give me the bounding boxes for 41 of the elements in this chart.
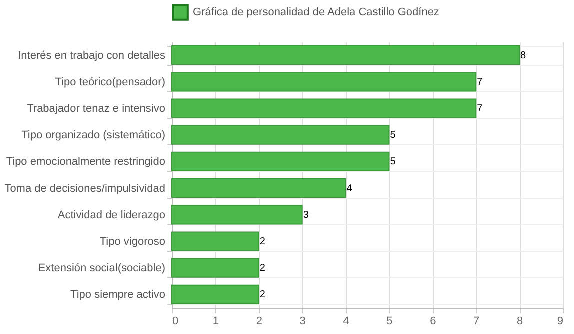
x-tick-label: 5: [386, 316, 393, 328]
bar: [172, 72, 477, 92]
data-label: 2: [260, 290, 266, 301]
x-tick-label: 4: [343, 316, 350, 328]
x-tick-label: 9: [557, 316, 564, 328]
y-tick-label: Tipo emocionalmente restringido: [6, 156, 166, 168]
data-label: 5: [390, 130, 396, 142]
bar: [172, 45, 520, 66]
y-tick-label: Trabajador tenaz e intensivo: [27, 103, 166, 115]
bar: [172, 232, 260, 252]
bar: [172, 284, 260, 305]
x-tick-label: 2: [256, 316, 262, 328]
data-label: 4: [346, 183, 353, 194]
data-label: 3: [303, 210, 310, 221]
y-tick-label: Tipo siempre activo: [70, 289, 166, 302]
y-tick-label: Extensión social(sociable): [38, 262, 166, 275]
y-tick-label: Interés en trabajo con detalles: [18, 50, 166, 62]
bar: [172, 98, 477, 118]
data-label: 5: [390, 156, 396, 168]
x-tick-label: 7: [474, 316, 480, 328]
x-tick-label: 3: [300, 316, 306, 328]
x-tick-label: 6: [430, 316, 436, 328]
legend-label: Gráfica de personalidad de Adela Castillo Godínez: [193, 6, 440, 18]
y-tick-label: Tipo organizado (sistemático): [22, 130, 166, 142]
y-tick-label: Tipo vigoroso: [100, 236, 166, 248]
data-label: 2: [260, 263, 266, 274]
bar: [172, 178, 346, 198]
data-label: 7: [477, 76, 484, 88]
data-label: 8: [520, 50, 527, 62]
y-tick-label: Tipo teórico(pensador): [55, 76, 166, 88]
data-label: 2: [260, 236, 266, 248]
bar: [172, 258, 260, 278]
x-tick-label: 0: [172, 316, 179, 328]
y-tick-label: Actividad de liderazgo: [58, 209, 166, 222]
data-label: 7: [477, 104, 484, 114]
bar: [172, 152, 390, 172]
y-tick-label: Toma de decisiones/impulsividad: [4, 182, 166, 195]
x-tick-label: 1: [212, 316, 220, 328]
bar: [172, 205, 303, 225]
x-tick-label: 8: [516, 316, 524, 328]
bar: [172, 125, 390, 145]
